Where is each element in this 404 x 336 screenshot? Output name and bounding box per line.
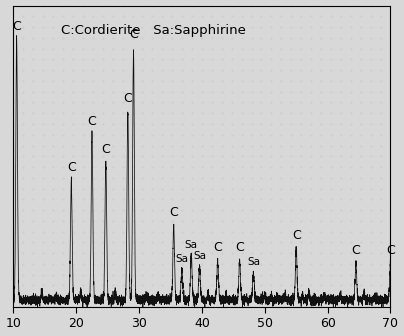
Text: C: C	[351, 244, 360, 257]
Text: C: C	[213, 241, 222, 254]
Text: C: C	[129, 29, 138, 41]
Text: C: C	[235, 241, 244, 254]
Text: C:Cordierite   Sa:Sapphirine: C:Cordierite Sa:Sapphirine	[61, 24, 245, 37]
Text: C: C	[67, 161, 76, 173]
Text: Sa: Sa	[193, 251, 206, 261]
Text: C: C	[386, 244, 395, 257]
Text: C: C	[169, 206, 178, 219]
Text: Sa: Sa	[175, 254, 188, 264]
Text: Sa: Sa	[185, 240, 198, 250]
Text: C: C	[12, 20, 21, 33]
Text: C: C	[101, 143, 110, 156]
Text: C: C	[124, 92, 132, 104]
Text: Sa: Sa	[247, 257, 260, 267]
Text: C: C	[88, 115, 97, 128]
Text: C: C	[292, 229, 301, 243]
